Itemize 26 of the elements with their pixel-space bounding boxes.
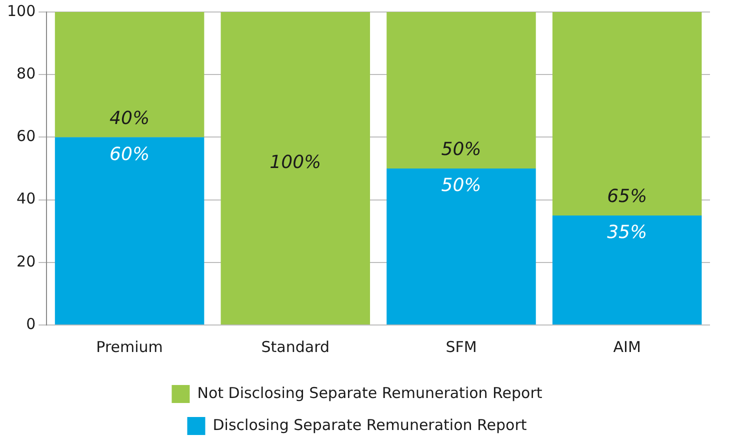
bar: [386, 168, 536, 324]
y-tick-label: 0: [26, 314, 36, 333]
data-label: 100%: [270, 152, 322, 174]
x-tick-label: SFM: [446, 338, 477, 356]
y-tick-label: 80: [16, 64, 36, 82]
y-tick-label: 100: [6, 2, 36, 20]
y-tick-label: 20: [16, 252, 36, 270]
data-label: 50%: [441, 175, 482, 196]
data-label: 40%: [110, 108, 150, 129]
bar: [552, 12, 702, 216]
y-tick-label: 40: [16, 190, 36, 208]
x-tick-label: AIM: [613, 338, 641, 356]
bar: [54, 12, 204, 138]
bar: [552, 215, 702, 324]
data-label: 65%: [607, 186, 648, 208]
bar: [386, 12, 536, 168]
bar: [54, 137, 204, 324]
legend-label: Disclosing Separate Remuneration Report: [212, 416, 527, 434]
x-tick-label: Standard: [261, 338, 330, 356]
x-tick-label: Premium: [96, 338, 163, 356]
y-tick-label: 60: [16, 127, 36, 146]
data-label: 50%: [441, 139, 482, 160]
data-label: 60%: [110, 144, 150, 165]
data-label: 35%: [607, 222, 648, 244]
legend-label: Not Disclosing Separate Remuneration Report: [197, 384, 542, 402]
bar: [220, 12, 370, 324]
